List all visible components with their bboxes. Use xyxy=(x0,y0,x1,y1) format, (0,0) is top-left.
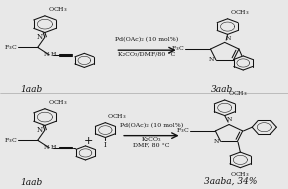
Text: +: + xyxy=(83,136,93,146)
Text: H: H xyxy=(51,52,56,57)
Text: N: N xyxy=(226,117,232,122)
Text: N: N xyxy=(43,52,49,57)
Text: OCH$_3$: OCH$_3$ xyxy=(230,8,250,17)
Text: F$_3$C: F$_3$C xyxy=(176,126,190,135)
Text: N: N xyxy=(37,126,43,134)
Text: N: N xyxy=(214,139,219,144)
Text: OCH$_3$: OCH$_3$ xyxy=(228,89,247,98)
Text: OCH$_3$: OCH$_3$ xyxy=(230,170,250,179)
Text: I: I xyxy=(104,141,107,149)
Text: Pd(OAc)₂ (10 mol%): Pd(OAc)₂ (10 mol%) xyxy=(115,37,179,42)
Text: Pd(OAc)₂ (10 mol%): Pd(OAc)₂ (10 mol%) xyxy=(120,123,183,128)
Text: N: N xyxy=(43,145,49,150)
Text: 3aaba, 34%: 3aaba, 34% xyxy=(204,177,257,186)
Text: F$_3$C: F$_3$C xyxy=(171,45,185,53)
Text: 1aab: 1aab xyxy=(21,85,43,94)
Text: OCH$_3$: OCH$_3$ xyxy=(48,98,68,107)
Text: OCH$_3$: OCH$_3$ xyxy=(107,112,126,121)
Text: 3aab: 3aab xyxy=(211,84,233,94)
Text: OCH$_3$: OCH$_3$ xyxy=(48,5,68,14)
Text: N: N xyxy=(37,33,43,41)
Text: F$_3$C: F$_3$C xyxy=(4,136,18,145)
Text: DMF, 80 °C: DMF, 80 °C xyxy=(133,142,170,147)
Text: N: N xyxy=(226,36,232,40)
Text: K₂CO₃: K₂CO₃ xyxy=(142,137,161,142)
Text: H: H xyxy=(51,145,56,150)
Text: 1aab: 1aab xyxy=(21,178,43,187)
Text: N: N xyxy=(209,57,215,62)
Text: K₂CO₃/DMF/80 °C: K₂CO₃/DMF/80 °C xyxy=(118,51,176,56)
Text: F$_3$C: F$_3$C xyxy=(4,43,18,52)
